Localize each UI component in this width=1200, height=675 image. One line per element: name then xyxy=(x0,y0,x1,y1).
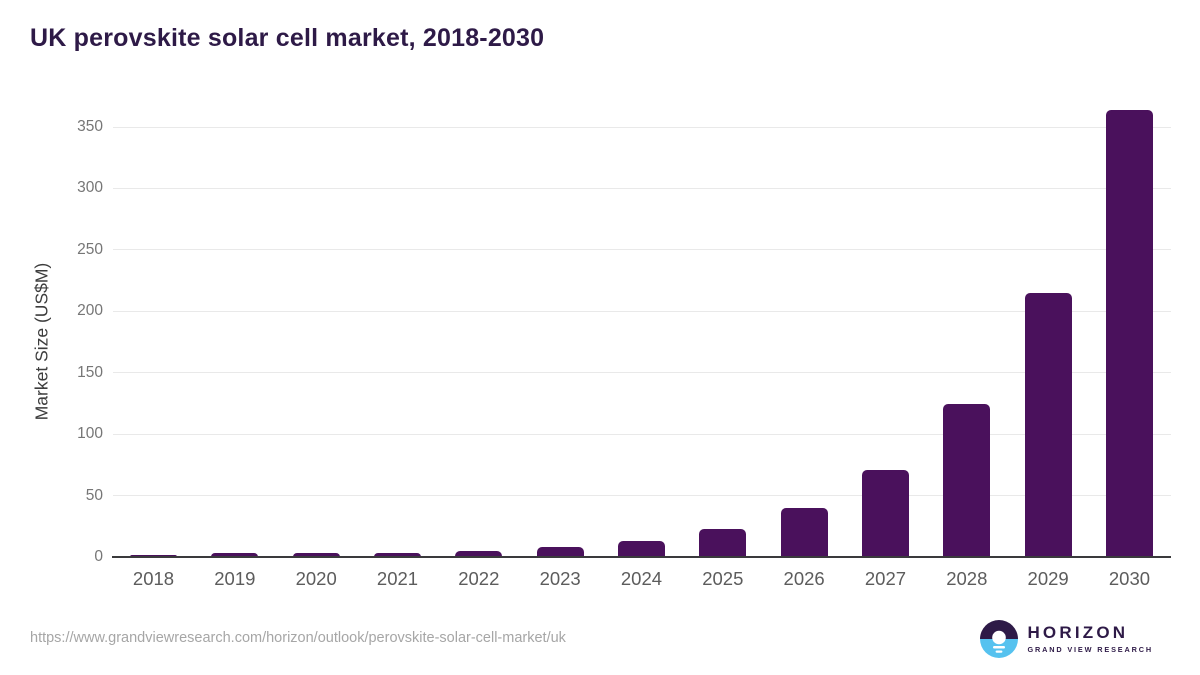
gridline-250 xyxy=(113,249,1171,251)
x-tick-label-2024: 2024 xyxy=(620,568,663,589)
x-tick-label-2021: 2021 xyxy=(376,568,419,589)
logo-wordmark: HORIZON xyxy=(1027,623,1129,643)
gridline-300 xyxy=(113,187,1171,189)
gridline-200 xyxy=(113,310,1171,312)
horizon-logo: HORIZON GRAND VIEW RESEARCH xyxy=(980,620,1153,658)
logo-text: HORIZON GRAND VIEW RESEARCH xyxy=(1027,623,1153,654)
gridline-350 xyxy=(113,126,1171,128)
horizon-logo-icon xyxy=(980,620,1019,658)
x-tick-label-2026: 2026 xyxy=(783,568,825,589)
x-tick-label-2019: 2019 xyxy=(214,568,256,589)
x-tick-label-2029: 2029 xyxy=(1027,568,1069,589)
chart-title: UK perovskite solar cell market, 2018-20… xyxy=(30,24,545,52)
y-axis-title: Market Size (US$M) xyxy=(31,262,52,421)
x-tick-label-2027: 2027 xyxy=(864,568,907,589)
y-tick-label-200: 200 xyxy=(77,302,103,320)
bar-2022 xyxy=(455,551,503,557)
x-tick-label-2028: 2028 xyxy=(946,568,988,589)
x-tick-label-2018: 2018 xyxy=(132,568,175,589)
bar-2029 xyxy=(1024,292,1072,557)
y-tick-label-150: 150 xyxy=(77,363,103,381)
source-url: https://www.grandviewresearch.com/horizo… xyxy=(30,630,566,646)
bar-2025 xyxy=(699,528,747,557)
gridline-100 xyxy=(113,433,1171,435)
bar-2028 xyxy=(943,404,991,557)
y-tick-label-50: 50 xyxy=(85,486,103,504)
bar-2021 xyxy=(373,553,421,557)
x-tick-label-2025: 2025 xyxy=(702,568,744,589)
gridline-150 xyxy=(113,372,1171,374)
bar-2027 xyxy=(861,469,909,557)
y-tick-label-300: 300 xyxy=(77,179,103,197)
y-tick-label-0: 0 xyxy=(94,548,103,565)
x-tick-label-2023: 2023 xyxy=(539,568,581,589)
x-tick-label-2022: 2022 xyxy=(458,568,500,589)
logo-subtitle: GRAND VIEW RESEARCH xyxy=(1027,644,1153,654)
bar-2026 xyxy=(780,508,828,557)
bar-2023 xyxy=(536,547,584,557)
bar-2019 xyxy=(211,553,259,557)
y-tick-label-250: 250 xyxy=(77,240,103,258)
x-tick-label-2030: 2030 xyxy=(1108,568,1151,589)
x-axis-line xyxy=(112,556,1171,558)
bar-2024 xyxy=(617,541,665,557)
bar-2030 xyxy=(1105,109,1153,557)
x-tick-label-2020: 2020 xyxy=(295,568,337,589)
gridline-50 xyxy=(113,495,1171,497)
bar-2020 xyxy=(292,552,340,557)
y-tick-label-350: 350 xyxy=(77,118,103,135)
y-tick-label-100: 100 xyxy=(77,425,103,443)
